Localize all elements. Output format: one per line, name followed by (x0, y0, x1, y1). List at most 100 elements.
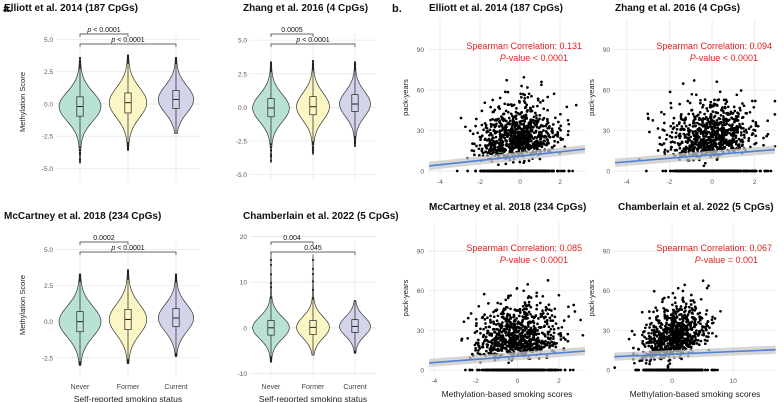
scatter-point (480, 368, 484, 372)
scatter-point (754, 124, 758, 128)
scatter-point (654, 316, 658, 319)
scatter-point (552, 337, 555, 341)
scatter-point (539, 101, 542, 104)
outlier-point (269, 67, 273, 70)
scatter-point (678, 102, 682, 106)
scatter-point (515, 309, 519, 312)
scatter-point (466, 337, 470, 340)
outlier-point (174, 273, 178, 276)
scatter-point (681, 319, 685, 323)
scatter-point (501, 149, 505, 152)
scatter-point (652, 368, 655, 372)
scatter-point (640, 333, 644, 337)
y-tick-label: -2.5 (236, 139, 248, 146)
x-tick-label: Current (343, 384, 366, 391)
scatter-point (686, 99, 690, 103)
scatter-point (481, 315, 485, 319)
scatter-point (627, 337, 631, 341)
scatter-point (671, 303, 674, 307)
outlier-point (311, 280, 315, 283)
scatter-point (654, 368, 657, 372)
scatter-point (566, 118, 570, 122)
outlier-point (311, 151, 315, 154)
scatter-point (538, 140, 542, 144)
scatter-point (494, 323, 498, 326)
scatter-point (715, 104, 719, 107)
scatter-point (745, 112, 749, 115)
scatter-point (726, 105, 730, 109)
scatter-point (485, 129, 489, 133)
scatter-point (648, 362, 651, 366)
outlier-point (269, 286, 273, 289)
scatter-point (510, 332, 513, 336)
scatter-point (650, 346, 654, 350)
scatter-point (566, 332, 570, 336)
scatter-point (546, 330, 550, 334)
scatter-point (523, 328, 527, 332)
scatter-point (523, 97, 527, 100)
scatter-point (556, 135, 560, 138)
scatter-point (675, 148, 679, 152)
scatter-panels: Elliott et al. 2014 (187 CpGs)0306090-4-… (401, 3, 777, 399)
scatter-point (681, 315, 684, 318)
scatter-point (654, 343, 657, 346)
scatter-point (480, 123, 484, 127)
scatter-point (543, 333, 547, 337)
scatter-point (702, 332, 706, 335)
scatter-point (696, 131, 699, 135)
scatter-point (689, 293, 693, 297)
scatter-point (485, 349, 488, 353)
scatter-point (660, 143, 664, 147)
scatter-point (485, 345, 489, 349)
scatter-point (723, 105, 727, 109)
scatter-point (688, 123, 692, 127)
y-tick-label: 30 (417, 128, 425, 135)
scatter-point (675, 307, 679, 311)
scatter-point (690, 143, 694, 147)
scatter-point (535, 139, 539, 143)
scatter-point (661, 332, 665, 335)
scatter-point (488, 128, 492, 132)
scatter-point (683, 121, 686, 125)
scatter-point (678, 308, 681, 312)
scatter-point (484, 145, 488, 149)
x-tick-label: 0 (710, 179, 714, 186)
p-value-text: < 0.0001 (300, 37, 329, 44)
scatter-point (504, 339, 508, 342)
scatter-point (509, 137, 513, 141)
scatter-point (520, 169, 523, 173)
outlier-point (78, 145, 82, 148)
scatter-point (702, 164, 706, 168)
scatter-point (695, 329, 698, 332)
scatter-chart-chamberlain-scatter: Chamberlain et al. 2022 (5 CpGs)03060900… (587, 202, 776, 399)
scatter-point (537, 133, 541, 136)
scatter-point (718, 127, 722, 131)
scatter-point (492, 136, 495, 140)
scatter-point (530, 343, 533, 347)
scatter-point (737, 112, 740, 116)
scatter-point (672, 346, 675, 349)
chart-title: McCartney et al. 2018 (234 CpGs) (429, 202, 586, 213)
scatter-point (663, 150, 666, 154)
scatter-point (657, 368, 660, 372)
scatter-point (705, 339, 709, 343)
outlier-point (269, 64, 273, 67)
scatter-point (694, 93, 698, 97)
scatter-point (527, 300, 531, 304)
scatter-point (561, 137, 565, 141)
scatter-point (647, 334, 651, 338)
scatter-point (699, 368, 702, 372)
scatter-point (511, 121, 515, 125)
scatter-point (542, 124, 545, 128)
scatter-point (486, 316, 489, 320)
scatter-point (648, 359, 652, 363)
scatter-point (705, 121, 709, 125)
scatter-point (543, 324, 546, 328)
outlier-point (311, 297, 315, 300)
scatter-point (550, 169, 553, 173)
scatter-point (715, 118, 719, 122)
scatter-point (708, 105, 712, 109)
scatter-point (704, 368, 707, 372)
scatter-point (675, 305, 678, 308)
scatter-point (477, 304, 481, 308)
